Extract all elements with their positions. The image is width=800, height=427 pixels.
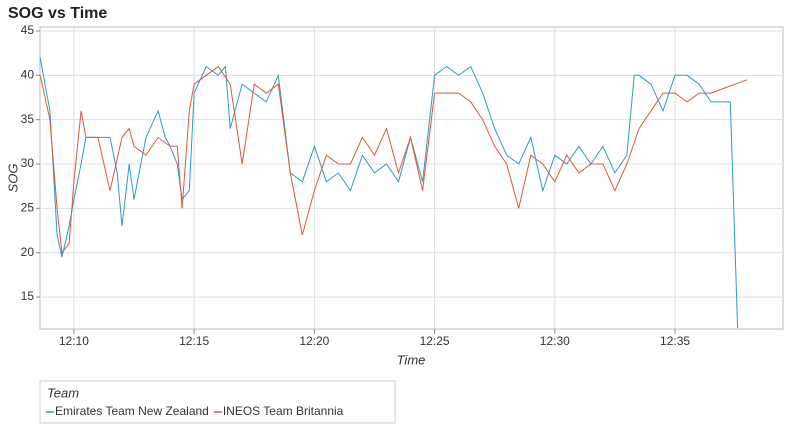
plot-area xyxy=(39,26,784,330)
y-tick-label: 45 xyxy=(21,23,35,37)
series-line xyxy=(39,57,739,329)
legend-label: INEOS Team Britannia xyxy=(223,404,344,418)
x-axis-label: Time xyxy=(397,352,426,367)
x-tick-label: 12:25 xyxy=(420,334,450,348)
y-axis-label: SOG xyxy=(5,164,20,193)
y-tick-label: 35 xyxy=(21,112,35,126)
y-tick-label: 20 xyxy=(21,245,35,259)
legend-title: Team xyxy=(47,385,79,400)
x-tick-label: 12:20 xyxy=(299,334,329,348)
chart-title: SOG vs Time xyxy=(8,5,107,22)
x-tick-label: 12:10 xyxy=(59,334,89,348)
y-tick-label: 15 xyxy=(21,289,35,303)
x-tick-label: 12:30 xyxy=(540,334,570,348)
x-tick-label: 12:35 xyxy=(660,334,690,348)
y-tick-label: 40 xyxy=(21,68,35,82)
y-tick-label: 30 xyxy=(21,156,35,170)
series-line xyxy=(39,65,748,254)
legend-label: Emirates Team New Zealand xyxy=(55,404,209,418)
y-tick-label: 25 xyxy=(21,201,35,215)
legend xyxy=(39,380,396,424)
x-tick-label: 12:15 xyxy=(179,334,209,348)
